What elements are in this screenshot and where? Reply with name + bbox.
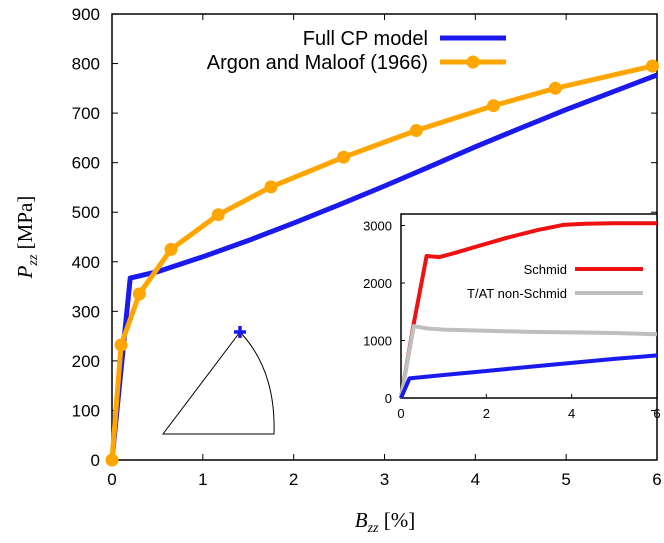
- data-point: [487, 99, 500, 113]
- stereographic-triangle: [161, 326, 275, 435]
- y-axis-title: Pzz [MPa]: [13, 196, 41, 280]
- x-axis-subscript: zz: [367, 521, 379, 536]
- y-tick-label: 500: [72, 203, 100, 222]
- data-point: [409, 124, 423, 137]
- x-axis-title: Bzz [%]: [355, 508, 415, 536]
- inset-x-tick-label: 6: [653, 406, 660, 421]
- x-tick-label: 6: [652, 470, 661, 489]
- data-point: [264, 180, 278, 194]
- inset-y-tick-label: 3000: [363, 219, 392, 234]
- loading-direction-marker: [234, 326, 246, 338]
- inset-x-tick-label: 2: [483, 406, 490, 421]
- inset-series-line-2: [399, 353, 658, 399]
- x-tick-label: 0: [107, 470, 116, 489]
- inset-legend-label-schmid: Schmid: [524, 262, 567, 277]
- y-axis-unit: [MPa]: [13, 196, 37, 255]
- y-axis-subscript: zz: [26, 254, 41, 266]
- inset-series-line-0: [399, 221, 657, 399]
- legend-label-argon-maloof: Argon and Maloof (1966): [207, 52, 428, 74]
- y-tick-label: 200: [72, 352, 100, 371]
- data-point: [164, 242, 178, 256]
- y-tick-label: 600: [72, 154, 100, 173]
- inset-x-tick-label: 0: [397, 406, 404, 421]
- inset-ticks: 0 2 4 6 0 1000 2000 3000: [363, 219, 661, 422]
- y-tick-label: 800: [72, 55, 100, 74]
- data-point: [211, 208, 225, 222]
- inset-y-tick-label: 2000: [363, 276, 392, 291]
- x-tick-label: 2: [289, 470, 298, 489]
- data-point: [646, 59, 659, 73]
- inset-y-tick-label: 1000: [363, 334, 392, 349]
- series-line-0: [109, 72, 658, 461]
- inset-y-tick-label: 0: [385, 391, 392, 406]
- y-tick-label: 300: [72, 302, 100, 321]
- inset-frame: [400, 213, 658, 399]
- inset-series: [399, 221, 658, 399]
- data-point: [132, 287, 146, 301]
- data-point: [105, 453, 119, 467]
- inset-background: [401, 214, 657, 398]
- legend-marker-argon-maloof: [466, 55, 480, 69]
- data-point: [548, 81, 562, 95]
- y-tick-label: 900: [72, 5, 100, 24]
- inset-series-line-1: [399, 324, 658, 399]
- x-axis-symbol: B: [355, 508, 368, 532]
- inset-legend-label-non-schmid: T/AT non-Schmid: [467, 286, 567, 301]
- y-tick-label: 0: [91, 451, 100, 470]
- inset-legend: Schmid T/AT non-Schmid: [467, 262, 643, 301]
- inset-plot: 0 2 4 6 0 1000 2000 3000 Schmid T/AT non-Schmid: [363, 213, 661, 422]
- x-tick-label: 5: [561, 470, 570, 489]
- x-tick-label: 1: [198, 470, 207, 489]
- x-tick-label: 3: [380, 470, 389, 489]
- y-axis-symbol: P: [13, 265, 37, 279]
- data-point: [114, 338, 128, 352]
- data-point: [337, 150, 351, 164]
- inset-x-tick-label: 4: [568, 406, 575, 421]
- y-tick-label: 400: [72, 253, 100, 272]
- x-tick-label: 4: [471, 470, 480, 489]
- y-tick-label: 700: [72, 104, 100, 123]
- x-axis-unit: [%]: [379, 508, 416, 532]
- main-legend: Full CP model Argon and Maloof (1966): [207, 28, 506, 74]
- main-series: [105, 59, 659, 467]
- triangle-outline: [161, 331, 275, 435]
- y-tick-label: 100: [72, 401, 100, 420]
- legend-label-full-cp: Full CP model: [303, 28, 428, 50]
